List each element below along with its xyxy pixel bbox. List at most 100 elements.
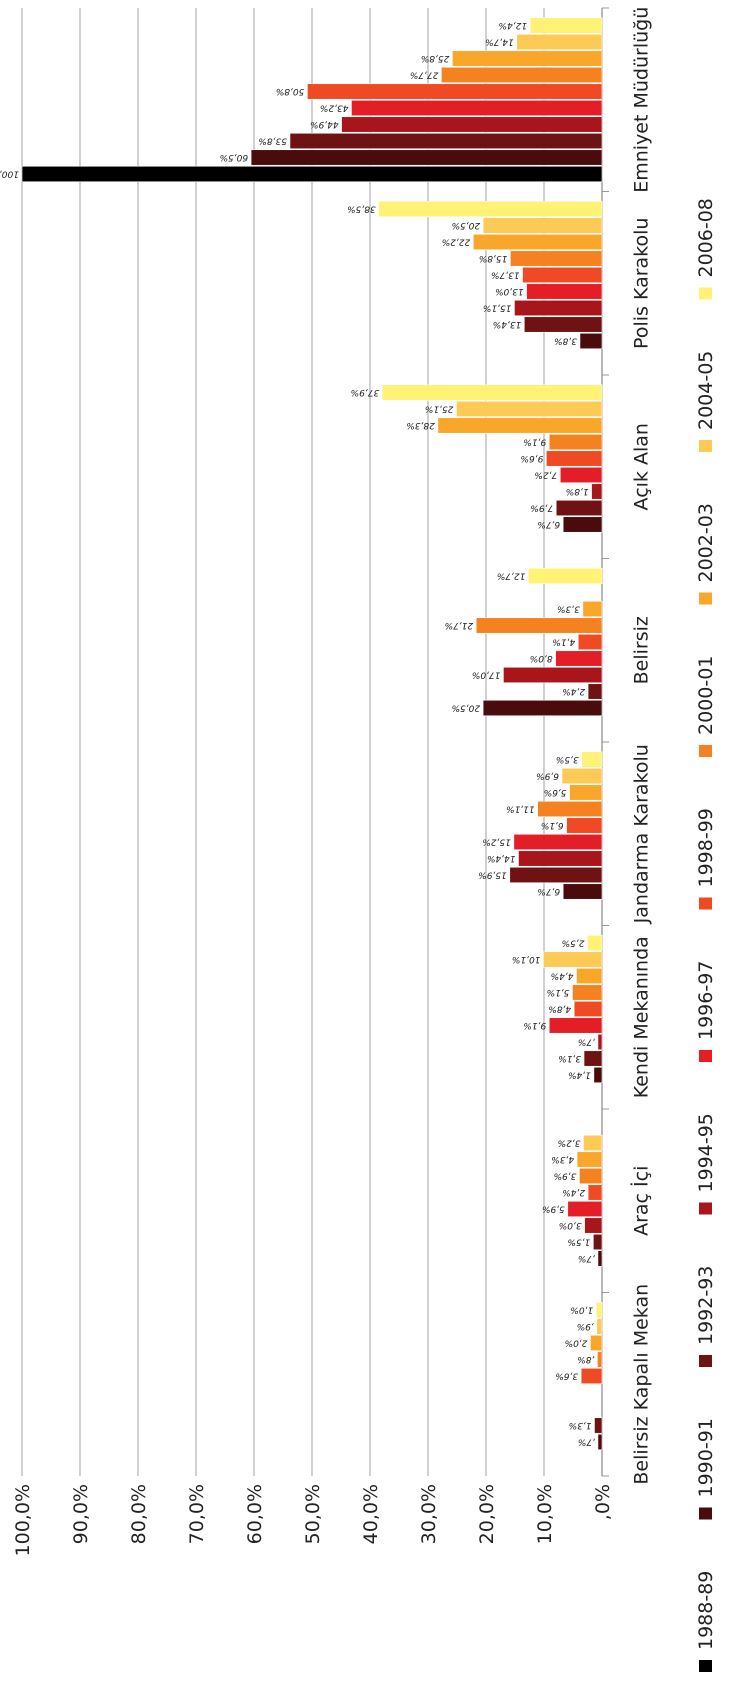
data-label: 4,3% — [551, 1154, 574, 1164]
data-label: 37,9% — [351, 387, 380, 397]
category-separators — [602, 7, 609, 1477]
data-label: 3,5% — [556, 754, 579, 764]
bar — [548, 433, 603, 451]
data-label: ,8% — [577, 1354, 594, 1364]
data-label: 3,6% — [555, 1371, 578, 1381]
data-label: 28,3% — [406, 420, 435, 430]
legend-swatch — [699, 440, 712, 452]
data-label: 9,6% — [520, 453, 543, 463]
data-label: 3,3% — [557, 604, 580, 614]
bar — [562, 516, 603, 533]
bar — [581, 751, 603, 768]
bar — [548, 1017, 603, 1034]
data-label: 3,9% — [554, 1171, 577, 1181]
legend-swatch — [699, 745, 712, 757]
bar — [555, 499, 603, 517]
data-label: 3,1% — [558, 1053, 581, 1063]
bar — [562, 883, 603, 900]
bar — [596, 1318, 603, 1335]
legend-swatch — [699, 1660, 712, 1672]
value-tick-label: 30,0% — [418, 1484, 440, 1544]
bar — [523, 316, 603, 333]
bar — [582, 600, 603, 618]
legend-label: 1992-93 — [695, 1266, 717, 1345]
bar — [594, 1417, 603, 1434]
value-tick-label: ,0% — [592, 1484, 614, 1520]
data-label: 15,1% — [483, 303, 512, 313]
bar — [579, 1167, 603, 1185]
value-axis-tick-labels: ,0% 10,0% 20,0% 30,0% 40,0% 50,0% 60,0% 70,0% 80… — [12, 1484, 614, 1556]
bar — [597, 1433, 603, 1451]
bar — [587, 683, 603, 700]
data-label: 15,8% — [479, 253, 508, 263]
data-label: 6,7% — [537, 519, 560, 529]
bar — [590, 1334, 603, 1352]
bar — [381, 384, 603, 401]
data-label: 21,7% — [445, 620, 474, 630]
data-label: 5,9% — [542, 1204, 565, 1214]
bar — [529, 17, 603, 34]
data-label: 53,8% — [258, 136, 287, 146]
bar — [378, 200, 603, 218]
bar — [583, 1134, 603, 1152]
bar — [341, 116, 603, 133]
bar — [567, 1200, 603, 1218]
data-label: 20,5% — [452, 220, 481, 230]
bar — [569, 784, 603, 801]
data-label: 1,3% — [569, 1420, 592, 1430]
data-label: 13,4% — [493, 319, 522, 329]
bar — [577, 633, 603, 651]
category-label: Kendi Mekanında — [631, 936, 653, 1098]
data-label: 2,0% — [565, 1338, 588, 1348]
data-label: 14,4% — [487, 853, 516, 863]
data-label: 20,5% — [452, 703, 481, 713]
bar — [516, 33, 603, 51]
data-label: 22,2% — [442, 237, 471, 247]
bar — [555, 650, 603, 667]
bar — [437, 417, 603, 434]
legend-swatch — [699, 592, 712, 605]
bar — [587, 1184, 603, 1201]
bar — [580, 1367, 603, 1385]
data-label: 50,8% — [276, 86, 305, 96]
data-label: 4,1% — [552, 637, 575, 647]
bar — [509, 866, 603, 884]
bar — [572, 984, 603, 1001]
bar — [472, 233, 603, 251]
data-label: 1,8% — [566, 486, 589, 496]
value-tick-label: 50,0% — [302, 1484, 324, 1544]
legend-swatch — [699, 1050, 712, 1062]
legend-label: 1990-91 — [695, 1418, 717, 1497]
bar — [522, 266, 603, 284]
data-label: 1,4% — [568, 1070, 591, 1080]
legend-label: 2004-05 — [695, 351, 717, 430]
legend-swatch — [699, 1507, 712, 1520]
data-label: 25,1% — [425, 404, 454, 414]
data-label: 13,0% — [495, 286, 524, 296]
legend-swatch — [699, 897, 712, 910]
data-label: 17,0% — [472, 670, 501, 680]
data-label: ,7% — [578, 1037, 595, 1047]
value-tick-label: 20,0% — [476, 1484, 498, 1544]
bar — [593, 1066, 603, 1084]
data-label: 15,2% — [482, 837, 511, 847]
data-label: 9,1% — [523, 1020, 546, 1030]
category-label: Araç İçi — [630, 1166, 653, 1236]
data-label: 44,9% — [310, 119, 339, 129]
legend-label: 1988-89 — [695, 1571, 717, 1650]
data-label: 2,5% — [562, 938, 585, 948]
bar — [250, 149, 603, 166]
data-label: 6,7% — [537, 886, 560, 896]
bar — [482, 217, 603, 234]
data-label: 12,7% — [497, 571, 526, 581]
bar — [573, 1000, 603, 1018]
bar — [510, 250, 603, 267]
legend-label: 1996-97 — [695, 961, 717, 1040]
bar — [546, 450, 603, 467]
category-label: Belirsiz Kapalı Mekan — [631, 1284, 653, 1485]
data-label: 2,4% — [562, 1187, 585, 1197]
data-label: 9,1% — [523, 437, 546, 447]
value-tick-label: 90,0% — [70, 1484, 92, 1544]
legend-label: 2002-03 — [695, 503, 717, 582]
